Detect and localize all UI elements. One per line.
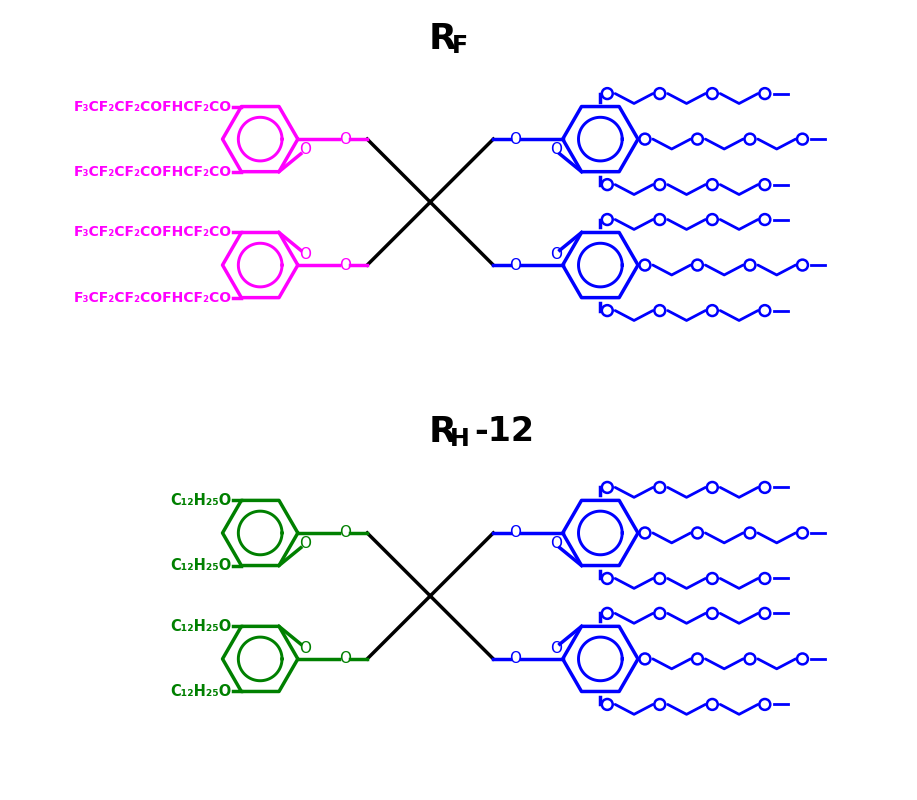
Text: F₃CF₂CF₂COFHCF₂CO: F₃CF₂CF₂COFHCF₂CO xyxy=(73,226,231,239)
Text: F₃CF₂CF₂COFHCF₂CO: F₃CF₂CF₂COFHCF₂CO xyxy=(73,290,231,305)
Text: O: O xyxy=(550,641,562,656)
Text: F₃CF₂CF₂COFHCF₂CO: F₃CF₂CF₂COFHCF₂CO xyxy=(73,99,231,114)
Text: -12: -12 xyxy=(474,415,534,448)
Text: O: O xyxy=(550,536,562,551)
Text: O: O xyxy=(509,526,521,541)
Text: C₁₂H₂₅O: C₁₂H₂₅O xyxy=(171,558,231,573)
Text: O: O xyxy=(509,258,521,273)
Text: O: O xyxy=(339,132,351,146)
Text: O: O xyxy=(509,132,521,146)
Text: O: O xyxy=(299,641,311,656)
Text: O: O xyxy=(339,526,351,541)
Text: O: O xyxy=(550,246,562,262)
Text: O: O xyxy=(299,142,311,158)
Text: H: H xyxy=(450,426,470,450)
Text: O: O xyxy=(339,651,351,666)
Text: R: R xyxy=(428,414,456,449)
Text: F₃CF₂CF₂COFHCF₂CO: F₃CF₂CF₂COFHCF₂CO xyxy=(73,165,231,178)
Text: C₁₂H₂₅O: C₁₂H₂₅O xyxy=(171,619,231,634)
Text: O: O xyxy=(339,258,351,273)
Text: O: O xyxy=(509,651,521,666)
Text: R: R xyxy=(428,22,456,56)
Text: O: O xyxy=(299,246,311,262)
Text: C₁₂H₂₅O: C₁₂H₂₅O xyxy=(171,684,231,699)
Text: F: F xyxy=(452,34,468,58)
Text: O: O xyxy=(299,536,311,551)
Text: C₁₂H₂₅O: C₁₂H₂₅O xyxy=(171,493,231,508)
Text: O: O xyxy=(550,142,562,158)
